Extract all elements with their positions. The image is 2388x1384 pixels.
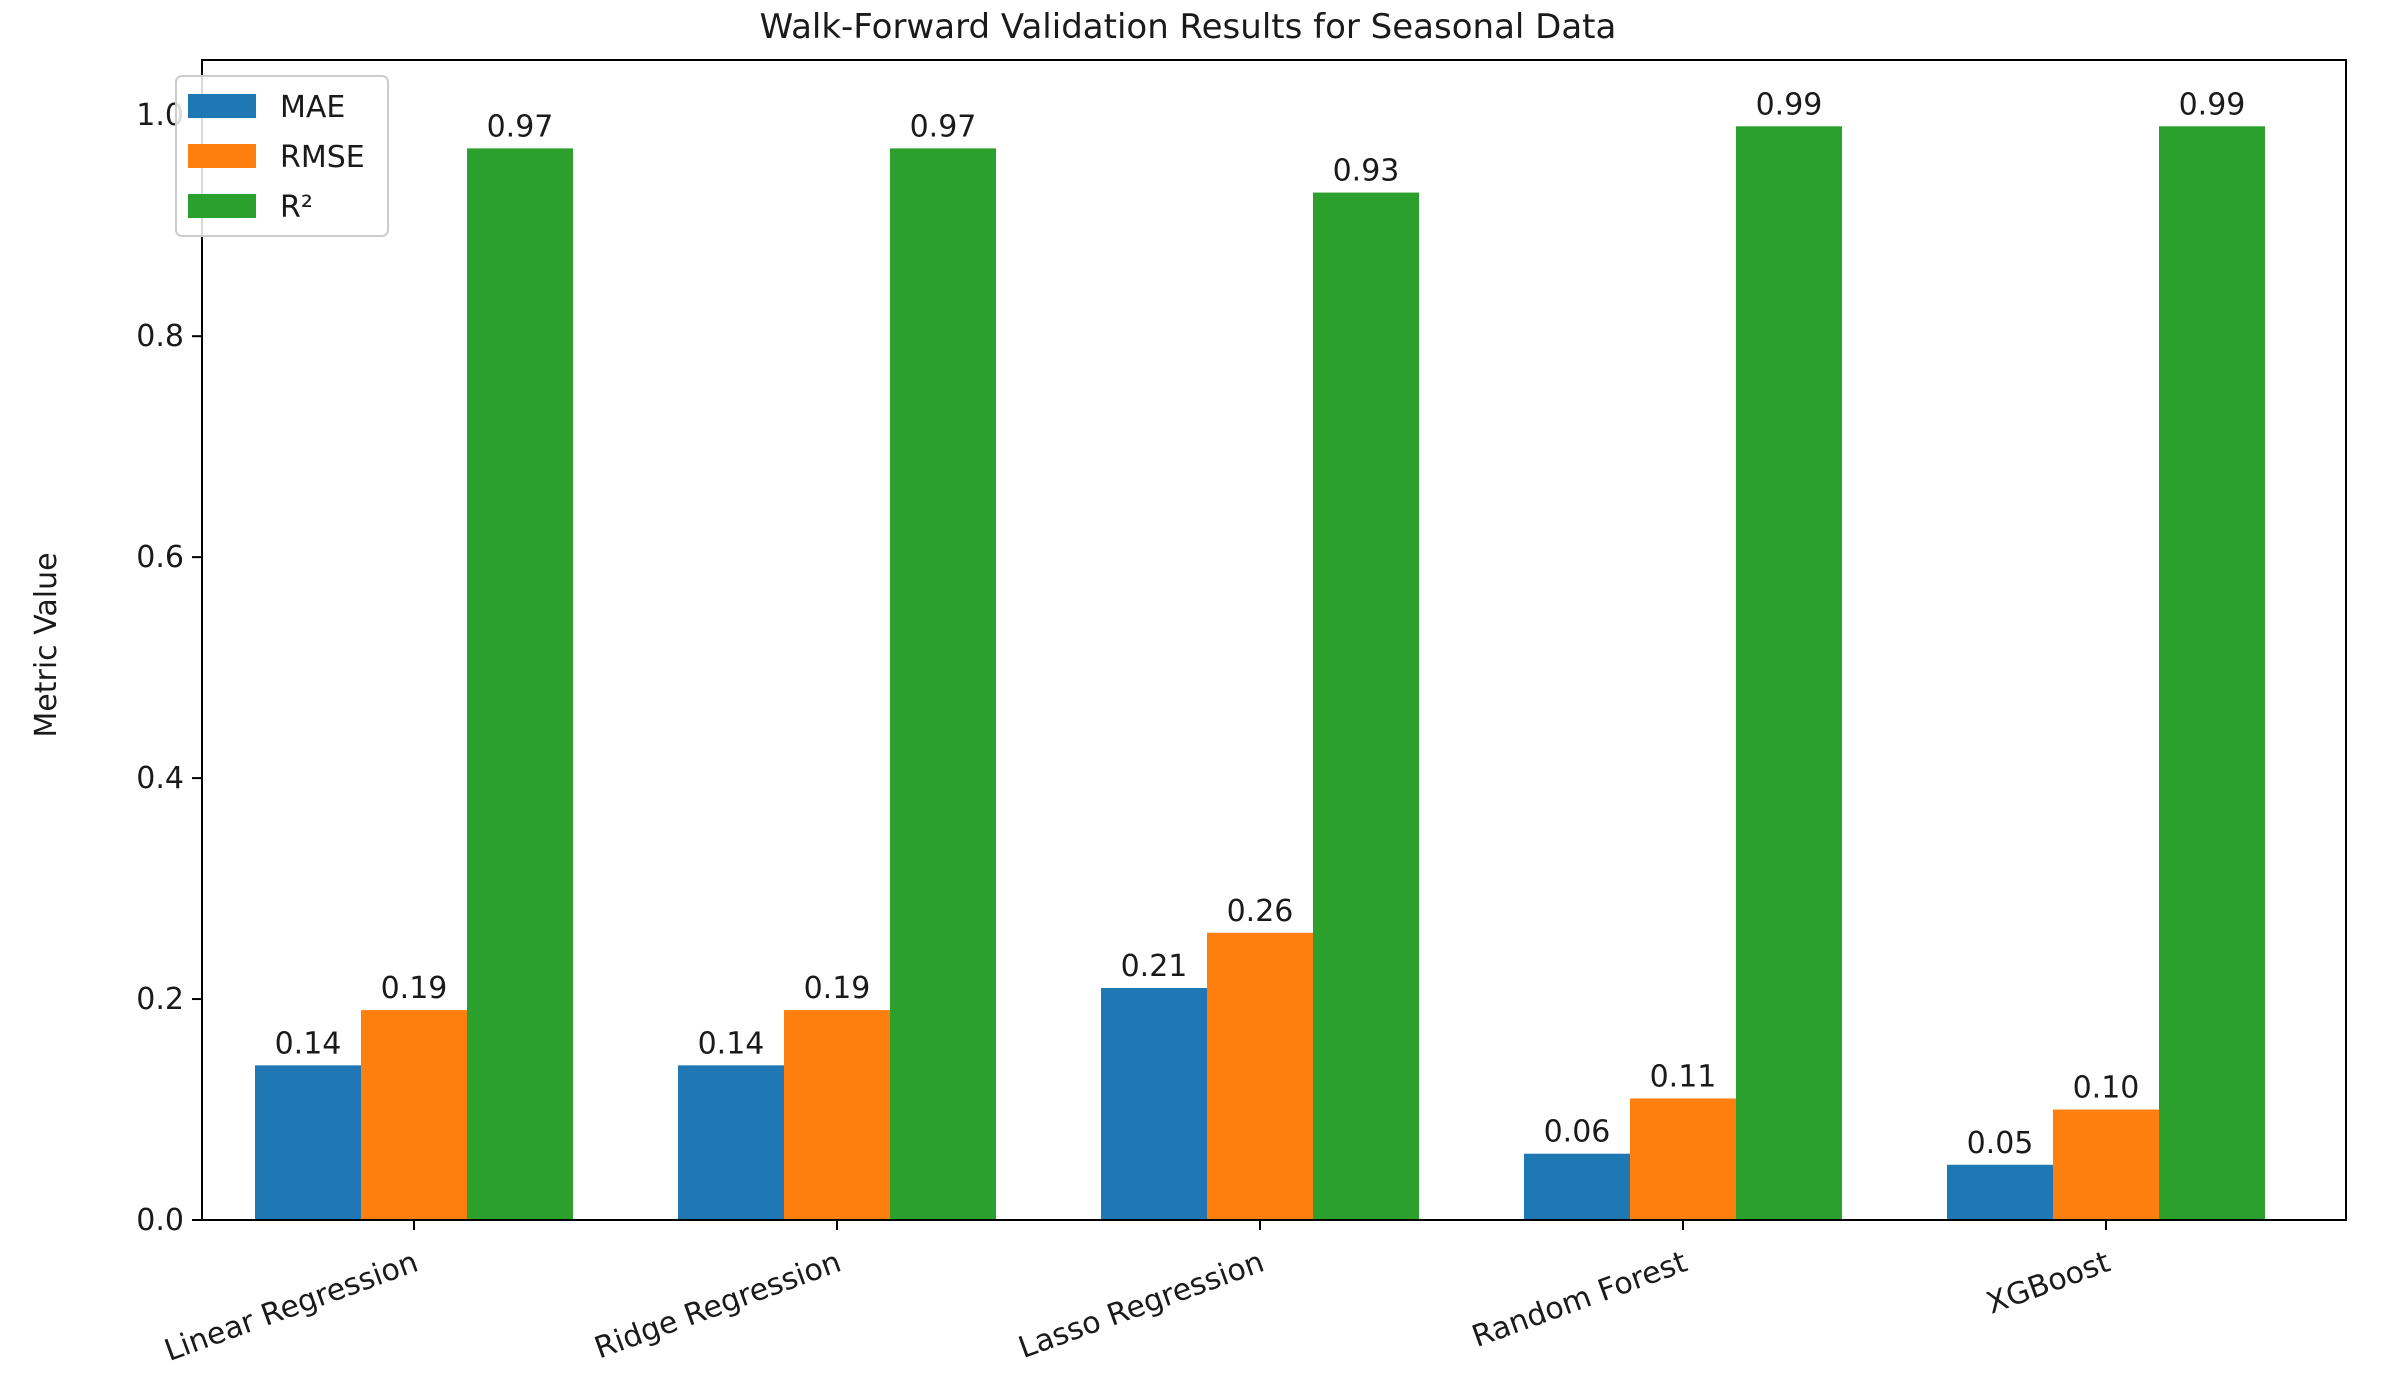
legend-label: MAE <box>280 90 345 125</box>
data-label: 0.93 <box>1333 154 1400 189</box>
bars-layer <box>255 126 2265 1221</box>
data-label: 0.14 <box>698 1026 765 1061</box>
data-label: 0.05 <box>1967 1126 2034 1161</box>
bar-rmse-0 <box>361 1010 467 1220</box>
legend-swatch <box>188 194 256 218</box>
bar-r-2 <box>1313 192 1419 1221</box>
legend: MAE RMSE R² <box>175 75 389 237</box>
data-label: 0.97 <box>487 109 554 144</box>
bar-rmse-3 <box>1630 1098 1736 1220</box>
legend-swatch <box>188 94 256 118</box>
data-labels-layer: 0.14 0.14 0.21 0.06 0.05 0.19 0.19 0.26 0.11 0.10… <box>275 87 2246 1160</box>
x-tick-label: Linear Regression <box>160 1245 423 1369</box>
legend-label: R² <box>280 190 313 225</box>
y-tick-label: 0.8 <box>136 319 184 354</box>
data-label: 0.06 <box>1544 1115 1611 1150</box>
legend-swatch <box>188 144 256 168</box>
bar-r-0 <box>467 148 573 1220</box>
plot-frame <box>201 59 2347 1221</box>
x-tick-label: XGBoost <box>1982 1245 2115 1322</box>
bar-rmse-1 <box>784 1010 890 1220</box>
bar-r-3 <box>1736 126 1842 1220</box>
y-tick-label: 0.4 <box>136 761 184 796</box>
data-label: 0.97 <box>910 109 977 144</box>
bar-mae-3 <box>1524 1153 1630 1220</box>
data-label: 0.19 <box>381 971 448 1006</box>
y-tick-label: 0.6 <box>136 540 184 575</box>
data-label: 0.11 <box>1650 1059 1717 1094</box>
data-label: 0.10 <box>2073 1071 2140 1106</box>
y-axis-label: Metric Value <box>29 552 64 737</box>
x-tick-label: Lasso Regression <box>1014 1245 1269 1366</box>
bar-rmse-4 <box>2053 1109 2159 1220</box>
y-tick-label: 0.2 <box>136 982 184 1017</box>
bar-rmse-2 <box>1207 932 1313 1220</box>
bar-mae-2 <box>1101 988 1207 1220</box>
bar-r-1 <box>890 148 996 1220</box>
data-label: 0.21 <box>1121 949 1188 984</box>
x-tick-label: Random Forest <box>1468 1245 1692 1355</box>
data-label: 0.19 <box>804 971 871 1006</box>
x-tick-label: Ridge Regression <box>590 1245 846 1367</box>
bar-mae-1 <box>678 1065 784 1220</box>
bar-mae-4 <box>1947 1164 2053 1220</box>
y-tick-label: 0.0 <box>136 1203 184 1238</box>
bar-mae-0 <box>255 1065 361 1220</box>
data-label: 0.14 <box>275 1026 342 1061</box>
legend-label: RMSE <box>280 140 365 175</box>
data-label: 0.99 <box>2179 87 2246 122</box>
chart-title: Walk-Forward Validation Results for Seas… <box>760 7 1617 47</box>
data-label: 0.99 <box>1756 87 1823 122</box>
bar-r-4 <box>2159 126 2265 1220</box>
data-label: 0.26 <box>1227 894 1294 929</box>
